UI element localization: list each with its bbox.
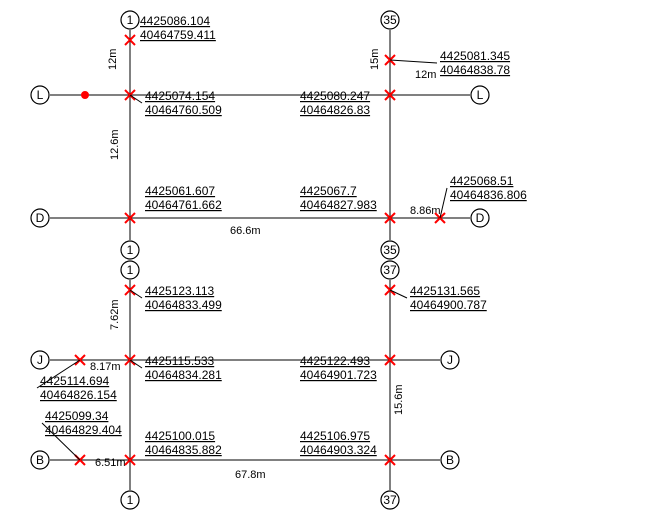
- easting-label: 40464903.324: [300, 443, 377, 457]
- survey-dot: [82, 92, 89, 99]
- dimension-label: 67.8m: [235, 469, 266, 481]
- grid-tag-label: J: [447, 353, 453, 367]
- northing-label: 4425114.694: [40, 374, 110, 388]
- northing-label: 4425074.154: [145, 89, 215, 103]
- northing-label: 4425099.34: [45, 409, 109, 423]
- grid-tag-label: 1: [127, 13, 134, 27]
- northing-label: 4425068.51: [450, 174, 514, 188]
- grid-tag-label: 35: [383, 243, 397, 257]
- dimension-label: 12m: [107, 49, 119, 70]
- easting-label: 40464901.723: [300, 368, 377, 382]
- grid-tag-label: 35: [383, 13, 397, 27]
- grid-tag-label: 37: [383, 263, 397, 277]
- grid-tag-label: D: [36, 211, 45, 225]
- dimension-label: 15m: [369, 49, 381, 70]
- grid-tag-label: J: [37, 353, 43, 367]
- dimension-label: 12m: [415, 69, 436, 81]
- easting-label: 40464900.787: [410, 298, 487, 312]
- easting-label: 40464826.154: [40, 388, 117, 402]
- easting-label: 40464759.411: [140, 28, 216, 42]
- northing-label: 4425131.565: [410, 284, 480, 298]
- grid-tag-label: B: [446, 453, 454, 467]
- easting-label: 40464838.78: [440, 63, 510, 77]
- dimension-label: 6.51m: [95, 457, 126, 469]
- grid-tag-label: 37: [383, 493, 397, 507]
- easting-label: 40464761.662: [145, 198, 222, 212]
- grid-tag-label: B: [36, 453, 44, 467]
- dimension-label: 7.62m: [109, 299, 121, 330]
- leader-line: [130, 290, 142, 298]
- easting-label: 40464835.882: [145, 443, 222, 457]
- easting-label: 40464827.983: [300, 198, 377, 212]
- northing-label: 4425080.247: [300, 89, 370, 103]
- grid-tag-label: 1: [127, 243, 134, 257]
- northing-label: 4425106.975: [300, 429, 370, 443]
- northing-label: 4425086.104: [140, 14, 210, 28]
- dimension-label: 12.6m: [109, 129, 121, 160]
- easting-label: 40464834.281: [145, 368, 222, 382]
- leader-line: [390, 290, 407, 298]
- grid-tag-label: 1: [127, 263, 134, 277]
- dimension-label: 15.6m: [393, 384, 405, 415]
- dimension-label: 66.6m: [230, 225, 261, 237]
- easting-label: 40464836.806: [450, 188, 527, 202]
- grid-tag-label: D: [476, 211, 485, 225]
- easting-label: 40464826.83: [300, 103, 370, 117]
- survey-diagram: 113535LLDD12m15m12m12.6m66.6m8.86m442508…: [0, 0, 658, 510]
- northing-label: 4425115.533: [145, 354, 215, 368]
- northing-label: 4425123.113: [145, 284, 215, 298]
- easting-label: 40464833.499: [145, 298, 222, 312]
- easting-label: 40464760.509: [145, 103, 222, 117]
- grid-tag-label: L: [37, 88, 44, 102]
- dimension-label: 8.17m: [90, 361, 121, 373]
- leader-line: [390, 60, 437, 63]
- leader-line: [130, 95, 142, 103]
- northing-label: 4425122.493: [300, 354, 370, 368]
- northing-label: 4425081.345: [440, 49, 510, 63]
- easting-label: 40464829.404: [45, 423, 122, 437]
- northing-label: 4425067.7: [300, 184, 357, 198]
- leader-line: [130, 360, 142, 368]
- grid-tag-label: 1: [127, 493, 134, 507]
- northing-label: 4425100.015: [145, 429, 215, 443]
- northing-label: 4425061.607: [145, 184, 215, 198]
- grid-tag-label: L: [477, 88, 484, 102]
